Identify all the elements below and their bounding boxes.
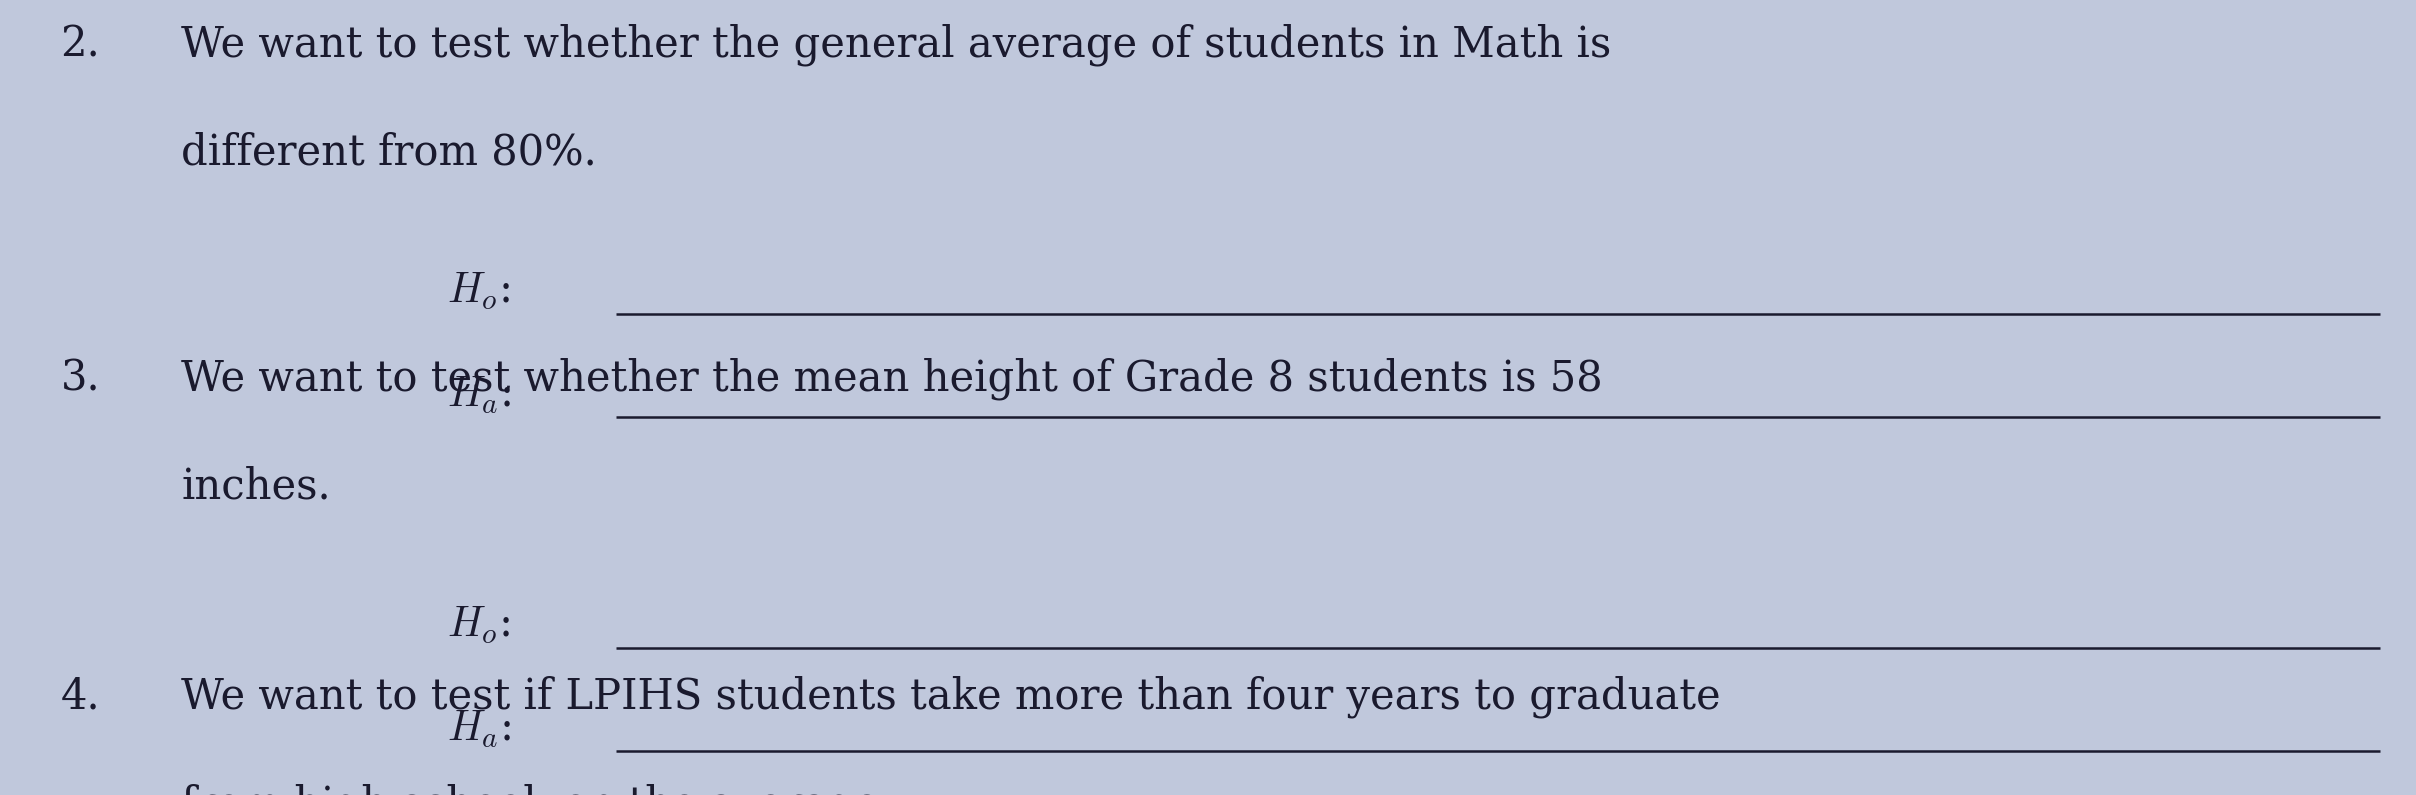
Text: from high school, on the average.: from high school, on the average.	[181, 783, 892, 795]
Text: $H_o$:: $H_o$:	[447, 604, 510, 646]
Text: $H_a$:: $H_a$:	[447, 374, 512, 416]
Text: 4.: 4.	[60, 676, 99, 718]
Text: different from 80%.: different from 80%.	[181, 131, 597, 173]
Text: We want to test whether the mean height of Grade 8 students is 58: We want to test whether the mean height …	[181, 358, 1602, 400]
Text: $H_o$:: $H_o$:	[447, 270, 510, 312]
Text: We want to test if LPIHS students take more than four years to graduate: We want to test if LPIHS students take m…	[181, 676, 1720, 718]
Text: We want to test whether the general average of students in Math is: We want to test whether the general aver…	[181, 24, 1611, 66]
Text: inches.: inches.	[181, 465, 331, 507]
Text: 3.: 3.	[60, 358, 99, 400]
Text: $H_a$:: $H_a$:	[447, 708, 512, 750]
Text: 2.: 2.	[60, 24, 99, 66]
